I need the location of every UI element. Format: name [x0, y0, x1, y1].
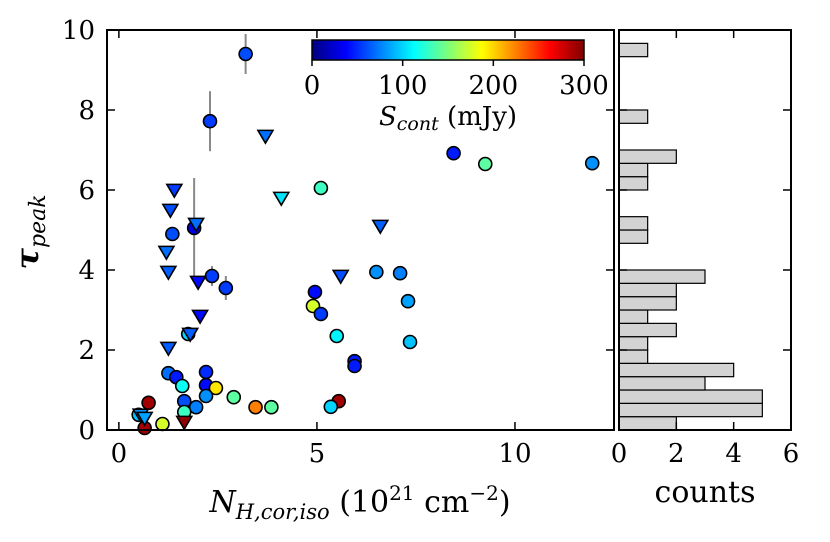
y-tick-label: 0 [78, 416, 95, 446]
scatter-point [402, 334, 418, 350]
histogram-x-tick-label: 4 [725, 439, 742, 469]
limit-point [187, 217, 206, 233]
histogram-bar [618, 309, 649, 324]
scatter-point [174, 378, 190, 394]
limit-point [256, 129, 275, 145]
scatter-marks [131, 34, 600, 436]
limit-point [135, 411, 154, 427]
scatter-point [165, 226, 180, 242]
limit-point [175, 415, 194, 431]
limit-point [165, 183, 184, 199]
scatter-point [208, 380, 224, 396]
histogram-bar [618, 162, 649, 178]
histogram-bar [618, 416, 677, 431]
histogram-bar [618, 296, 677, 311]
scatter-point [307, 284, 323, 300]
colorbar-label: Scont (mJy) [379, 102, 517, 135]
histogram-ticks: 0 2 4 6 [611, 29, 800, 469]
limit-point [161, 203, 180, 219]
limit-point [159, 265, 178, 281]
histogram-panel: 0 2 4 6 counts [611, 29, 800, 510]
histogram-bars [618, 42, 763, 431]
scatter-point [141, 395, 156, 411]
scatter-point [400, 293, 416, 309]
histogram-bar [618, 322, 677, 338]
limit-point [371, 219, 390, 235]
scatter-point [204, 268, 220, 284]
histogram-bar [618, 349, 649, 364]
histogram-bar [618, 229, 649, 244]
limit-point [181, 327, 200, 343]
y-tick-label: 8 [78, 96, 95, 126]
colorbar-tick-label: 300 [559, 71, 609, 101]
histogram-bar [618, 376, 706, 391]
colorbar-tick-label: 200 [469, 71, 519, 101]
x-axis-label: NH,cor,iso (1021 cm−2) [208, 481, 510, 524]
scatter-point [226, 389, 242, 405]
histogram-bar [618, 109, 649, 124]
x-tick-label: 5 [309, 439, 326, 469]
x-tick-label: 10 [498, 439, 531, 469]
scatter-point [198, 388, 214, 404]
scatter-point [347, 358, 362, 374]
histogram-bar [618, 176, 649, 191]
colorbar-gradient [311, 39, 585, 61]
histogram-bar [618, 362, 735, 378]
scatter-point [477, 156, 493, 172]
limit-point [159, 341, 178, 357]
colorbar-tick-label: 100 [378, 71, 428, 101]
limit-point [191, 309, 209, 325]
histogram-bar [618, 216, 649, 231]
scatter-point [155, 416, 170, 432]
scatter-point [584, 155, 600, 171]
scatter-point [313, 180, 329, 196]
scatter-point [188, 399, 204, 415]
scatter-point [238, 46, 253, 62]
histogram-bar [618, 402, 763, 418]
scatter-point [218, 280, 234, 296]
colorbar-ticks: 0 100 200 300 [304, 60, 609, 101]
y-tick-label: 6 [78, 176, 95, 206]
scatter-frame [106, 29, 615, 431]
histogram-bar [618, 282, 677, 298]
scatter-point [264, 399, 279, 415]
scatter-point [446, 145, 461, 161]
y-axis-label: τpeak [8, 194, 51, 269]
histogram-bar [618, 42, 649, 58]
histogram-x-tick-label: 0 [611, 439, 628, 469]
scatter-point [248, 399, 263, 415]
histogram-x-tick-label: 6 [783, 439, 800, 469]
scatter-point [329, 328, 345, 344]
limit-point [189, 275, 208, 291]
limit-point [157, 245, 176, 261]
y-tick-label: 4 [78, 256, 95, 286]
colorbar-tick-label: 0 [304, 71, 321, 101]
y-tick-label: 2 [78, 336, 95, 366]
limit-point [272, 191, 291, 207]
scatter-point [392, 265, 408, 281]
scatter-point [313, 306, 329, 322]
limit-point [331, 269, 350, 285]
x-tick-label: 0 [111, 439, 128, 469]
histogram-x-label: counts [655, 475, 756, 510]
scatter-point [198, 364, 214, 380]
histogram-bar [618, 336, 649, 351]
histogram-x-tick-label: 2 [668, 439, 685, 469]
scatter-point [323, 399, 339, 415]
histogram-bar [618, 269, 706, 284]
scatter-point [202, 113, 218, 129]
y-tick-label: 10 [62, 16, 95, 46]
colorbar: 0 100 200 300 Scont (mJy) [304, 39, 609, 135]
histogram-frame [618, 29, 792, 431]
scatter-point [369, 264, 384, 280]
histogram-bar [618, 389, 763, 404]
histogram-bar [618, 149, 677, 164]
